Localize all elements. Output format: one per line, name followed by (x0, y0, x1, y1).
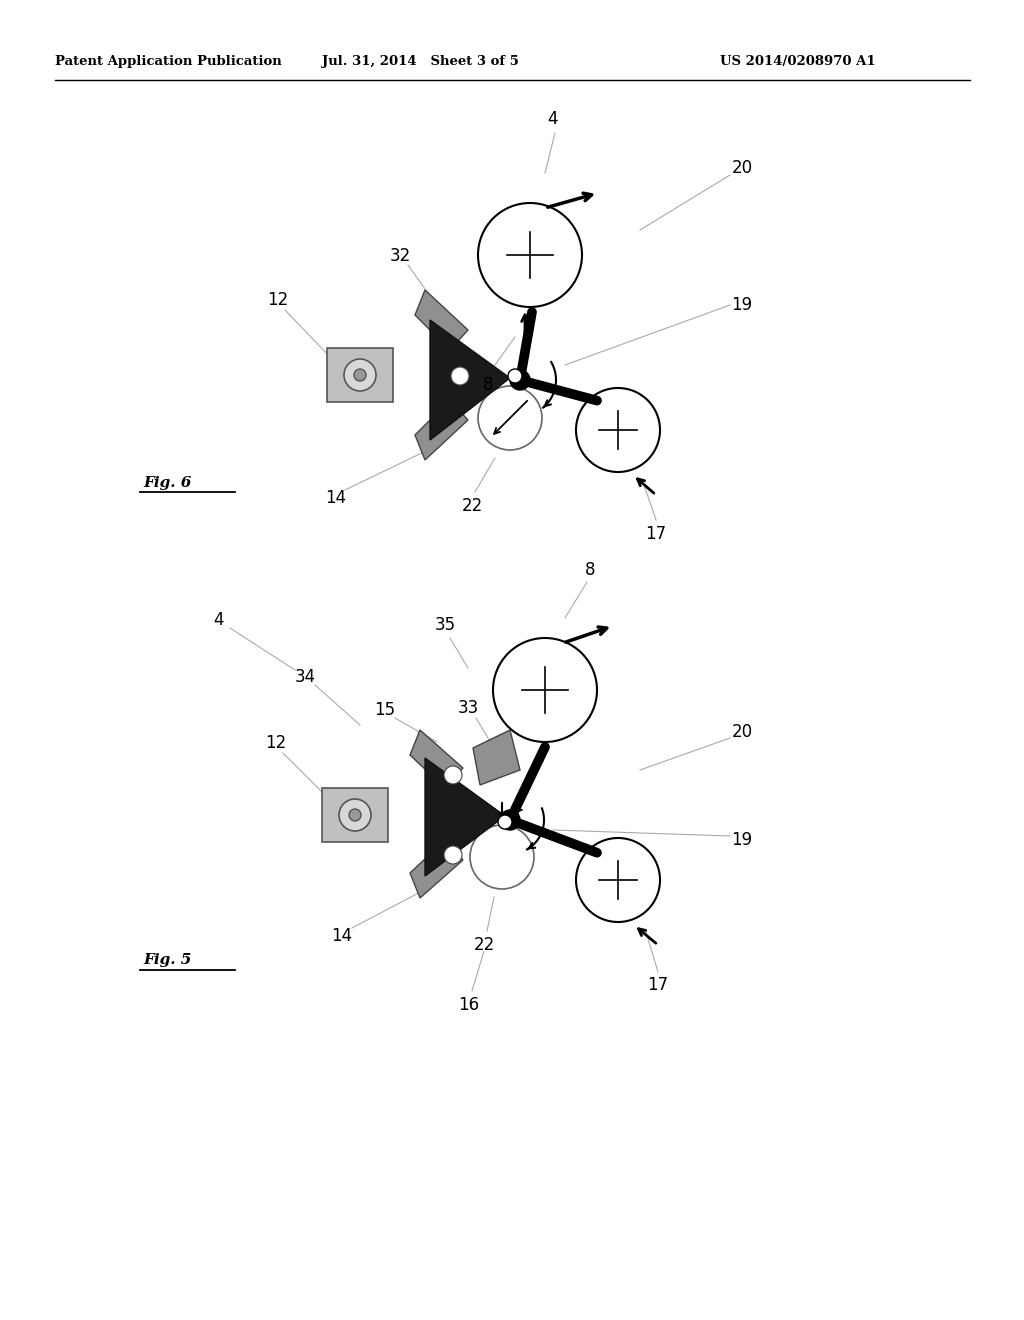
Circle shape (498, 814, 512, 829)
Polygon shape (430, 319, 510, 440)
Circle shape (354, 370, 366, 381)
Text: 8: 8 (585, 561, 595, 579)
Text: 33: 33 (458, 700, 478, 717)
Text: 15: 15 (375, 701, 395, 719)
Text: 16: 16 (459, 997, 479, 1014)
FancyBboxPatch shape (327, 348, 393, 403)
Text: 20: 20 (731, 723, 753, 741)
Circle shape (470, 825, 534, 888)
Text: Patent Application Publication: Patent Application Publication (55, 55, 282, 69)
Circle shape (575, 388, 660, 473)
Text: z: z (510, 804, 516, 817)
Circle shape (510, 370, 530, 389)
Circle shape (478, 203, 582, 308)
Circle shape (344, 359, 376, 391)
Text: 19: 19 (731, 832, 753, 849)
Text: 17: 17 (645, 525, 667, 543)
Text: 14: 14 (326, 488, 346, 507)
Polygon shape (410, 840, 463, 898)
Polygon shape (425, 758, 505, 876)
Circle shape (508, 370, 522, 383)
Text: 12: 12 (265, 734, 287, 752)
Text: 8: 8 (482, 376, 494, 393)
Circle shape (349, 809, 361, 821)
Text: Fig. 6: Fig. 6 (143, 477, 191, 490)
Circle shape (575, 838, 660, 921)
Circle shape (444, 766, 462, 784)
Text: 4: 4 (213, 611, 223, 630)
Text: 35: 35 (434, 616, 456, 634)
Polygon shape (473, 730, 520, 785)
Circle shape (500, 810, 520, 830)
Text: 12: 12 (267, 290, 289, 309)
Circle shape (478, 385, 542, 450)
Text: 20: 20 (731, 158, 753, 177)
Text: 17: 17 (647, 975, 669, 994)
Text: 14: 14 (332, 927, 352, 945)
Text: 22: 22 (462, 498, 482, 515)
Text: Fig. 5: Fig. 5 (143, 953, 191, 968)
Circle shape (451, 367, 469, 385)
Circle shape (493, 638, 597, 742)
Polygon shape (415, 290, 468, 350)
Text: 22: 22 (473, 936, 495, 954)
Text: 19: 19 (731, 296, 753, 314)
Text: US 2014/0208970 A1: US 2014/0208970 A1 (720, 55, 876, 69)
Text: 34: 34 (295, 668, 315, 686)
Polygon shape (410, 730, 463, 788)
Text: Jul. 31, 2014   Sheet 3 of 5: Jul. 31, 2014 Sheet 3 of 5 (322, 55, 518, 69)
Text: 32: 32 (389, 247, 411, 265)
Circle shape (444, 846, 462, 865)
Polygon shape (415, 400, 468, 459)
Circle shape (339, 799, 371, 832)
FancyBboxPatch shape (322, 788, 388, 842)
Text: 4: 4 (547, 110, 557, 128)
